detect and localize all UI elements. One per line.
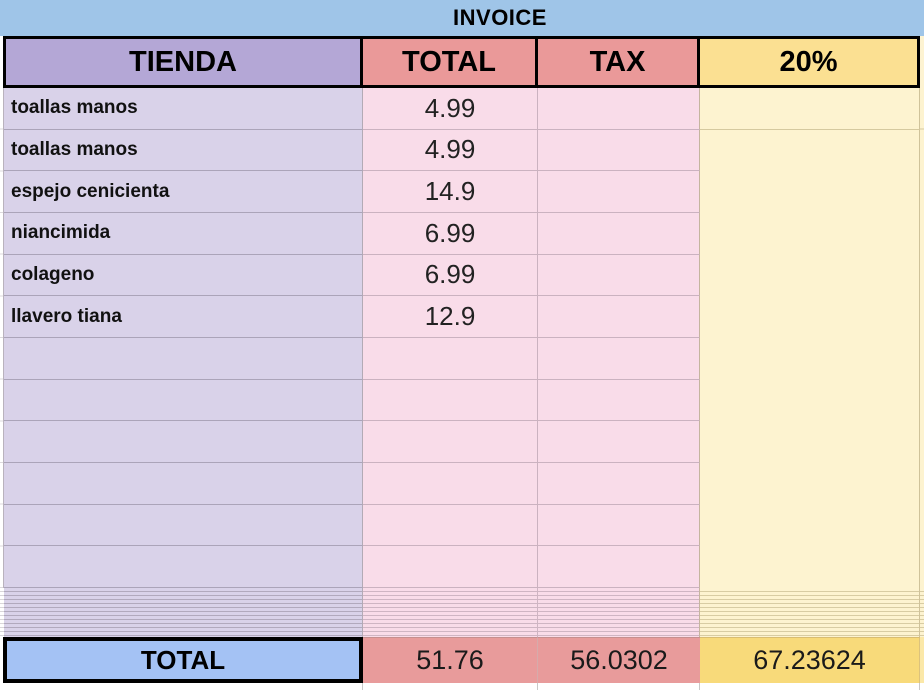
item-cell[interactable]: llavero tiana [4,296,363,338]
tax-cell[interactable] [538,337,700,380]
invoice-title: INVOICE [453,5,547,30]
item-cell[interactable] [4,337,363,380]
tax-cell[interactable] [538,171,700,213]
total-cell[interactable] [363,421,538,463]
tax-cell[interactable] [538,504,700,547]
total-sum-cell[interactable]: 51.76 [363,637,538,683]
item-cell[interactable] [4,421,363,463]
gridline [537,683,538,690]
item-cell[interactable]: toallas manos [4,129,363,172]
tax-cell[interactable] [538,546,700,588]
tax-sum-cell[interactable]: 56.0302 [538,637,700,683]
total-cell[interactable] [363,462,538,505]
item-cell[interactable]: toallas manos [4,88,363,130]
total-cell[interactable]: 4.99 [363,88,538,130]
item-cell[interactable]: niancimida [4,212,363,255]
total-cell[interactable]: 6.99 [363,254,538,297]
right-sliver-column [920,88,924,588]
header-right-sliver [920,36,924,88]
tax-cell[interactable] [538,212,700,255]
total-cell[interactable] [363,337,538,380]
gridline [362,683,363,690]
item-cell[interactable] [4,379,363,422]
tax-cell[interactable] [538,129,700,172]
footer-right-sliver [920,637,924,683]
tax-cell[interactable] [538,254,700,297]
left-margin-column [0,88,4,588]
pct-merged-cell[interactable] [700,129,920,588]
column-header-total[interactable]: TOTAL [360,36,538,88]
gridline [699,683,700,690]
item-cell[interactable] [4,546,363,588]
tax-cell[interactable] [538,296,700,338]
column-header-tienda[interactable]: TIENDA [3,36,363,88]
table-header-row: TIENDA TOTAL TAX 20% [0,36,924,88]
total-cell[interactable] [363,504,538,547]
pct-cell[interactable] [700,88,920,130]
total-row-label[interactable]: TOTAL [3,637,363,683]
tax-cell[interactable] [538,88,700,130]
collapsed-total-column [363,588,538,637]
total-row: TOTAL 51.76 56.0302 67.23624 [0,637,924,683]
total-cell[interactable]: 6.99 [363,212,538,255]
invoice-title-band: INVOICE [0,0,924,36]
item-cell[interactable]: colageno [4,254,363,297]
tax-cell[interactable] [538,462,700,505]
total-cell[interactable]: 12.9 [363,296,538,338]
collapsed-right-sliver [920,588,924,637]
data-grid: toallas manos 4.99 toallas manos 4.99 es… [0,88,924,588]
total-cell[interactable]: 14.9 [363,171,538,213]
total-cell[interactable] [363,546,538,588]
pct-sum-cell[interactable]: 67.23624 [700,637,920,683]
item-cell[interactable]: espejo cenicienta [4,171,363,213]
collapsed-rows-band [0,588,924,637]
tax-cell[interactable] [538,421,700,463]
column-header-20pct[interactable]: 20% [697,36,920,88]
gridline [919,683,920,690]
collapsed-tax-column [538,588,700,637]
item-cell[interactable] [4,504,363,547]
collapsed-pct-column [700,588,920,637]
total-cell[interactable] [363,379,538,422]
collapsed-margin [0,588,4,637]
bottom-strip [0,683,924,690]
item-cell[interactable] [4,462,363,505]
collapsed-item-column [4,588,363,637]
column-header-tax[interactable]: TAX [535,36,700,88]
tax-cell[interactable] [538,379,700,422]
total-cell[interactable]: 4.99 [363,129,538,172]
